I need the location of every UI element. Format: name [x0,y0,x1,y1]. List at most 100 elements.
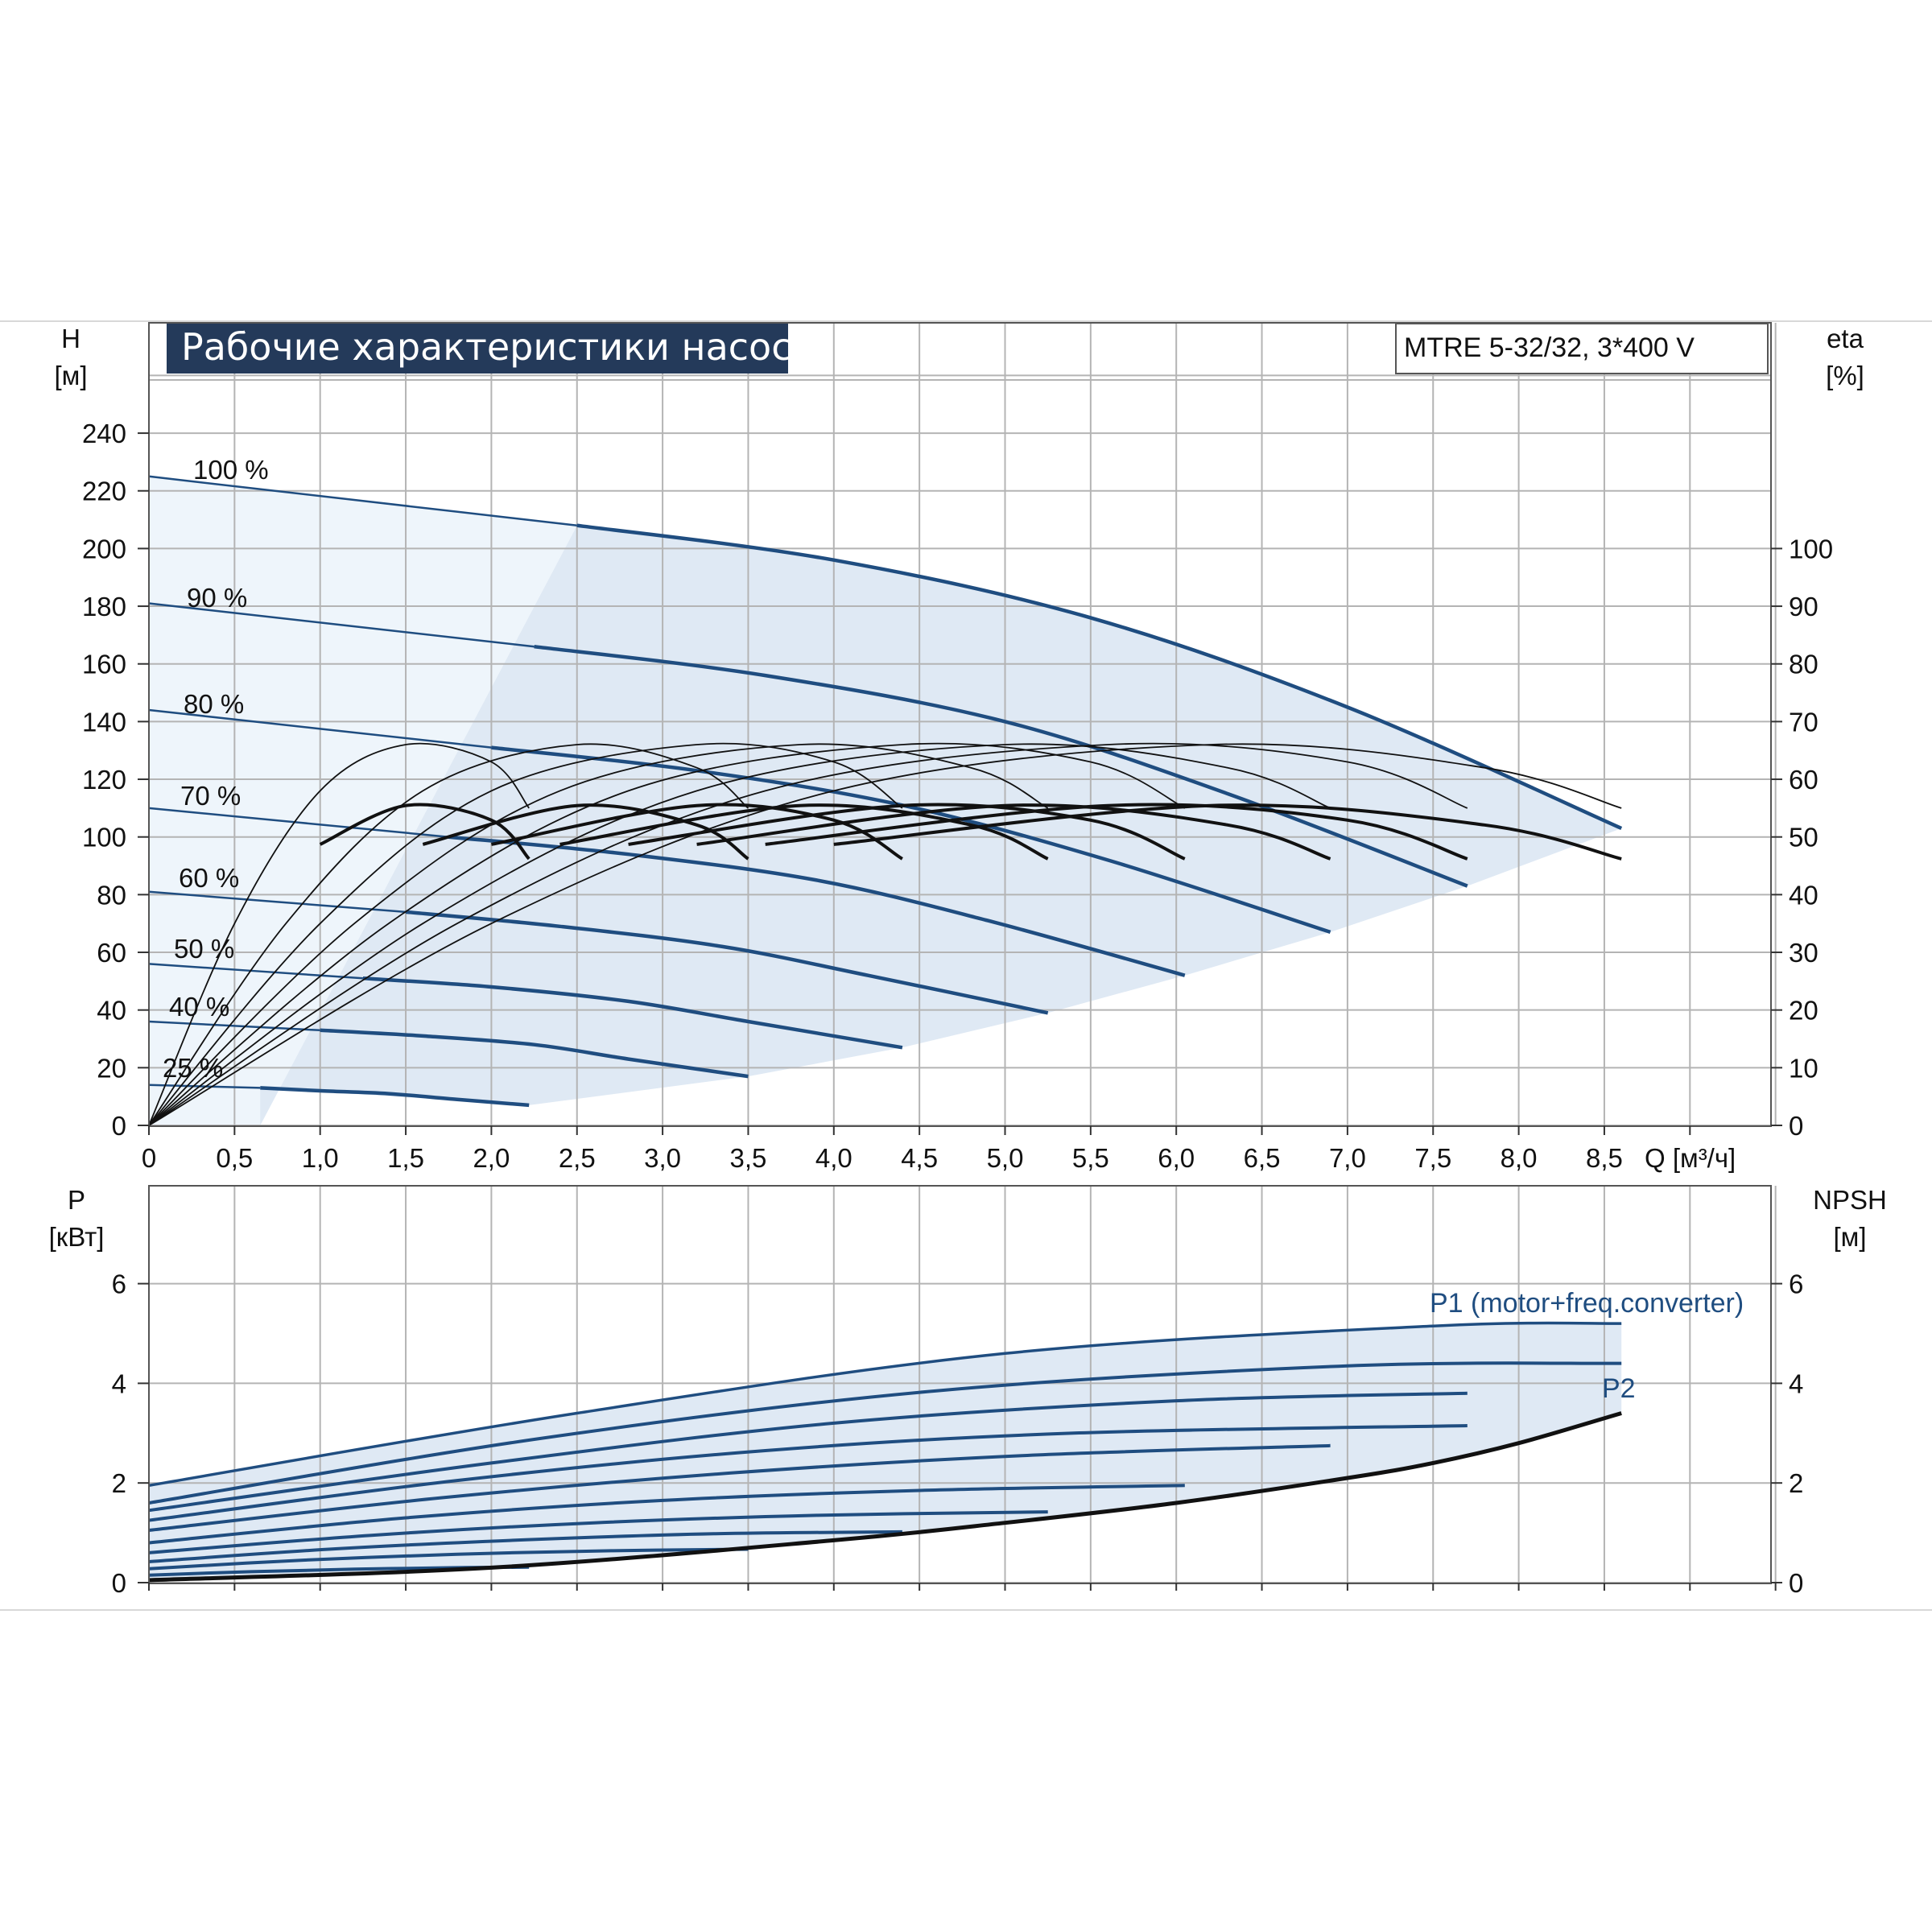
speed-label: 80 % [184,689,244,719]
speed-label: 40 % [169,992,229,1022]
head-plot: 100 %90 %80 %70 %60 %50 %40 %25 % 0 0,5 1,… [54,322,1864,1173]
p-tick-label: 0 [112,1568,126,1598]
p2-curve [148,1411,1622,1583]
head-ticks: 0 0,5 1,0 1,5 2,0 2,5 3,0 3,5 4,0 4,5 5,0 5,5 6,0 6,5… [82,419,1833,1173]
head-curve [405,910,1049,1015]
head-curve [362,976,903,1050]
head-curve [260,1086,530,1108]
p-tick-label: 2 [112,1468,126,1498]
y-tick-label: 20 [97,1053,126,1083]
x-tick-label: 6,5 [1244,1143,1281,1173]
p2-curve-label: P2 [1602,1373,1636,1404]
y2-tick-label: 20 [1789,996,1818,1026]
y-tick-label: 160 [82,650,126,679]
head-curves: 100 %90 %80 %70 %60 %50 %40 %25 % [148,455,1623,1108]
head-curve-thin [148,475,577,526]
x-axis-label: Q [м³/ч] [1645,1143,1736,1173]
p-axis-unit: [кВт] [49,1222,105,1252]
y-tick-label: 40 [97,996,126,1026]
speed-label: 90 % [187,583,247,613]
speed-label: 60 % [179,863,239,893]
x-tick-label: 2,5 [559,1143,596,1173]
efficiency-curve [148,742,903,1126]
x-tick-label: 7,5 [1414,1143,1451,1173]
efficiency-curve [148,743,749,1126]
power-plot-frame [148,1185,1772,1584]
y2-tick-label: 60 [1789,765,1818,795]
p1-curve [148,1484,1185,1545]
x-tick-label: 0 [142,1143,156,1173]
x-tick-label: 2,0 [473,1143,510,1173]
p1-curve [148,1510,1048,1554]
y2-tick-label: 40 [1789,880,1818,910]
y2-axis-label: eta [1827,324,1864,353]
power-area [149,1323,1622,1583]
p1-curve [148,1424,1468,1522]
model-box [1395,323,1769,374]
title-box [167,324,788,374]
y2-tick-label: 30 [1789,938,1818,968]
npsh-tick-label: 4 [1789,1368,1803,1398]
head-curve [534,644,1468,888]
y2-tick-label: 100 [1789,534,1833,564]
efficiency-curve [148,742,1468,1126]
x-tick-label: 8,0 [1501,1143,1538,1173]
x-tick-label: 4,5 [901,1143,938,1173]
head-curve [320,1028,749,1079]
head-plot-frame [148,322,1772,1127]
efficiency-curve [148,743,1331,1126]
efficiency-curve [148,743,1622,1126]
efficiency-curve [148,742,1186,1126]
y-axis-unit: [м] [54,361,87,390]
x-tick-label: 3,0 [644,1143,681,1173]
p1-curve-label: P1 (motor+freq.converter) [1430,1288,1744,1319]
npsh-tick-label: 2 [1789,1468,1803,1498]
efficiency-curve-thick [422,803,749,861]
operating-region [260,525,1622,1125]
efficiency-curve-thick [628,803,1186,861]
speed-label: 50 % [174,934,234,964]
y-axis-label: H [61,324,80,353]
p1-curve [148,1443,1331,1532]
x-tick-label: 4,0 [815,1143,852,1173]
head-curve-thin [148,890,407,914]
head-curve-thin [148,708,492,749]
y-tick-label: 100 [82,823,126,852]
p1-curve [148,1321,1622,1488]
npsh-tick-label: 0 [1789,1568,1803,1598]
y2-tick-label: 10 [1789,1053,1818,1083]
y-tick-label: 240 [82,419,126,448]
power-ticks: 0 2 4 6 0 2 4 6 [112,1269,1804,1598]
p1-curve [148,1530,902,1563]
y-tick-label: 120 [82,765,126,795]
efficiency-curve-thick [833,803,1622,861]
x-tick-label: 7,0 [1329,1143,1366,1173]
y2-tick-label: 50 [1789,823,1818,852]
model-label: MTRE 5-32/32, 3*400 V [1404,332,1695,363]
efficiency-curve-thick [319,803,530,861]
x-tick-label: 1,5 [387,1143,424,1173]
y-tick-label: 140 [82,707,126,737]
speed-label: 100 % [193,455,269,485]
power-region [149,1323,1622,1583]
head-curve [576,523,1623,831]
p1-curve [148,1547,749,1571]
p-axis-label: P [68,1185,85,1215]
npsh-axis-unit: [м] [1833,1222,1866,1252]
y2-tick-label: 0 [1789,1111,1803,1141]
speed-label: 70 % [180,781,241,811]
y-tick-label: 180 [82,592,126,621]
x-tick-label: 1,0 [302,1143,339,1173]
x-tick-label: 0,5 [216,1143,253,1173]
power-plot: 0 2 4 6 0 2 4 6 P [кВт] NPSH [м] P1 (motor+freq… [49,1185,1887,1598]
x-tick-label: 5,0 [987,1143,1024,1173]
y-tick-label: 80 [97,880,126,910]
y2-tick-label: 80 [1789,650,1818,679]
p1-curve [148,1391,1468,1513]
head-curve-thin [148,1084,261,1089]
p1-curve [148,1361,1622,1505]
p-tick-label: 4 [112,1368,126,1398]
chart-title: Рабочие характеристики насоса [181,325,815,369]
y-tick-label: 220 [82,477,126,506]
